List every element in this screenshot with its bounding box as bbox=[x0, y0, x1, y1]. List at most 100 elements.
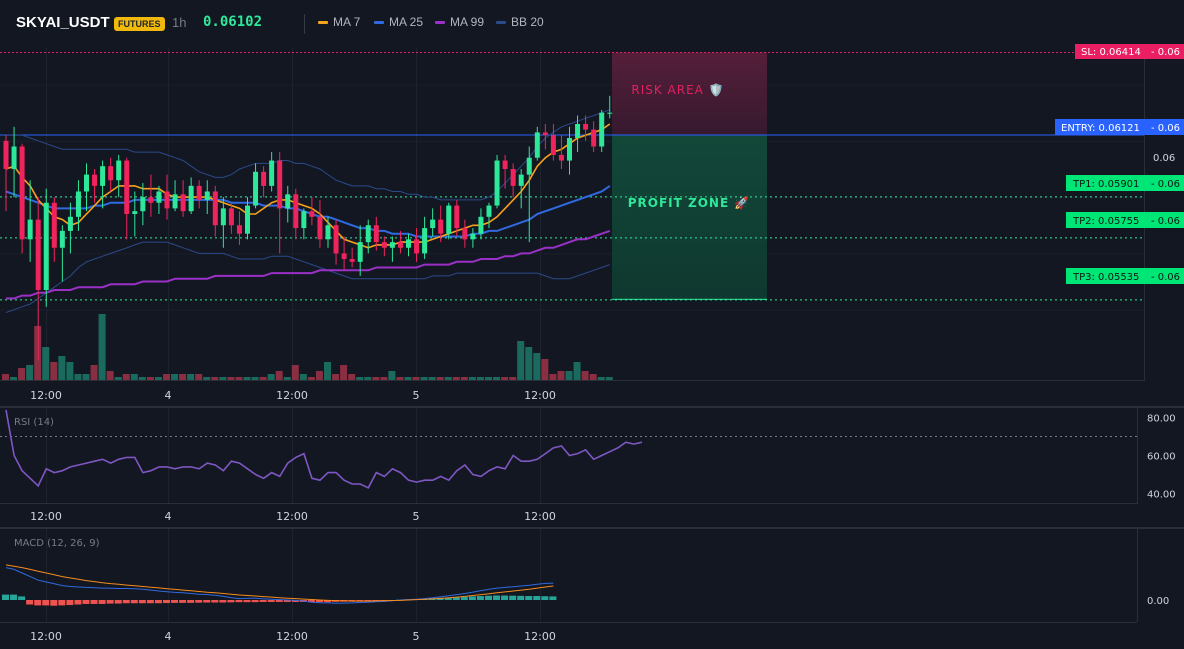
macd-axis-tick: 0.00 bbox=[1147, 596, 1169, 607]
interval-selector[interactable]: 1h bbox=[172, 15, 187, 30]
macd-histogram-bar bbox=[493, 595, 501, 600]
time-tick: 12:00 bbox=[524, 630, 556, 643]
chart-header: SKYAI_USDT FUTURES 1h 0.06102 MA 7 MA 25… bbox=[0, 0, 1184, 48]
candle-body bbox=[220, 208, 226, 226]
candle-body bbox=[124, 160, 130, 214]
rsi-axis-border bbox=[1137, 408, 1138, 504]
legend-swatch-icon bbox=[435, 20, 445, 24]
grid-vertical-line bbox=[416, 48, 417, 380]
risk-area-label: RISK AREA 🛡️ bbox=[631, 83, 724, 97]
legend-ma7[interactable]: MA 7 bbox=[318, 15, 360, 29]
volume-bar bbox=[549, 374, 557, 380]
candle-body bbox=[51, 202, 57, 248]
candle-body bbox=[132, 211, 138, 214]
volume-bar bbox=[476, 377, 484, 380]
candle-body bbox=[518, 174, 524, 186]
candle-body bbox=[510, 168, 516, 186]
candle-body bbox=[550, 135, 556, 155]
candle-body bbox=[349, 259, 355, 262]
symbol-name[interactable]: SKYAI_USDT bbox=[16, 14, 110, 31]
volume-bar bbox=[179, 374, 187, 380]
volume-bar bbox=[412, 377, 420, 380]
volume-bar bbox=[267, 374, 275, 380]
volume-bar bbox=[58, 356, 66, 380]
legend-ma25[interactable]: MA 25 bbox=[374, 15, 423, 29]
candle-body bbox=[75, 191, 81, 217]
volume-bar bbox=[493, 377, 501, 380]
volume-bar bbox=[525, 347, 533, 380]
legend-ma99[interactable]: MA 99 bbox=[435, 15, 484, 29]
time-tick: 12:00 bbox=[276, 510, 308, 523]
macd-histogram-bar bbox=[146, 600, 154, 604]
candle-body bbox=[526, 157, 532, 175]
candle-body bbox=[100, 166, 106, 186]
volume-bar bbox=[171, 374, 179, 380]
volume-bar bbox=[605, 377, 613, 380]
volume-bar bbox=[90, 365, 98, 380]
grid-vertical-line bbox=[540, 408, 541, 503]
macd-histogram-bar bbox=[283, 600, 291, 602]
candle-body bbox=[470, 233, 476, 240]
main-time-axis: 12:00 4 12:00 5 12:00 bbox=[30, 389, 556, 402]
grid-horizontal-line bbox=[0, 84, 1144, 86]
macd-histogram-bar bbox=[163, 600, 170, 604]
legend-bb20[interactable]: BB 20 bbox=[496, 15, 544, 29]
grid-vertical-line bbox=[46, 529, 47, 622]
candle-body bbox=[478, 216, 484, 234]
volume-bar bbox=[573, 362, 581, 380]
rsi-axis-tick: 60.00 bbox=[1147, 452, 1176, 463]
rsi-pane: 40.00 60.00 80.00 bbox=[0, 409, 1176, 501]
profit-zone-bottom-edge bbox=[612, 298, 767, 300]
volume-bar bbox=[589, 374, 597, 380]
time-tick: 12:00 bbox=[30, 630, 62, 643]
volume-bar bbox=[122, 374, 130, 380]
volume-bar bbox=[396, 377, 404, 380]
tp3-tag: TP3: 0.05535 - 0.06 bbox=[1066, 268, 1184, 284]
candle-body bbox=[389, 242, 395, 248]
legend-label: MA 25 bbox=[389, 15, 424, 29]
volume-bar bbox=[404, 377, 412, 380]
macd-histogram-bar bbox=[34, 600, 42, 606]
candle-body bbox=[325, 225, 331, 240]
macd-histogram-bar bbox=[549, 596, 557, 600]
macd-histogram-bar bbox=[114, 600, 122, 604]
macd-line bbox=[5, 567, 554, 604]
sl-tag: SL: 0.06414 - 0.06 bbox=[1075, 44, 1184, 59]
volume-bar bbox=[146, 377, 154, 380]
volume-bar bbox=[444, 377, 452, 380]
time-tick: 4 bbox=[165, 630, 172, 643]
tp1-tag-bg bbox=[1066, 175, 1184, 191]
legend-swatch-icon bbox=[496, 20, 506, 24]
sl-tag-bg bbox=[1075, 44, 1184, 59]
volume-bar bbox=[436, 377, 444, 380]
volume-bar bbox=[74, 374, 82, 380]
volume-bar bbox=[485, 377, 492, 380]
grid-vertical-line bbox=[292, 408, 293, 503]
volume-bar bbox=[259, 377, 267, 380]
volume-bar bbox=[138, 377, 146, 380]
time-tick: 12:00 bbox=[524, 389, 556, 402]
volume-bar bbox=[452, 377, 460, 380]
level-lines bbox=[0, 52, 1144, 301]
candles bbox=[3, 95, 613, 361]
legend-swatch-icon bbox=[374, 20, 384, 24]
macd-histogram-bar bbox=[82, 600, 90, 604]
macd-histogram-bar bbox=[227, 600, 235, 603]
volume-bar bbox=[163, 374, 170, 380]
volume-bars bbox=[2, 314, 613, 380]
macd-histogram-bar bbox=[525, 596, 533, 600]
macd-histogram-bar bbox=[275, 600, 283, 602]
volume-bar bbox=[581, 371, 589, 380]
volume-bar bbox=[468, 377, 476, 380]
macd-histogram-bar bbox=[501, 595, 509, 600]
entry-tag-bg bbox=[1055, 119, 1184, 135]
candle-body bbox=[381, 242, 387, 248]
volume-bar bbox=[106, 371, 114, 380]
candle-body bbox=[591, 129, 597, 147]
macd-histogram-bar bbox=[90, 600, 98, 604]
tp2-tag-label: TP2: 0.05755 bbox=[1072, 216, 1139, 227]
grid-vertical-line bbox=[292, 529, 293, 622]
candle-body bbox=[333, 225, 339, 254]
ma7-line bbox=[5, 123, 611, 249]
